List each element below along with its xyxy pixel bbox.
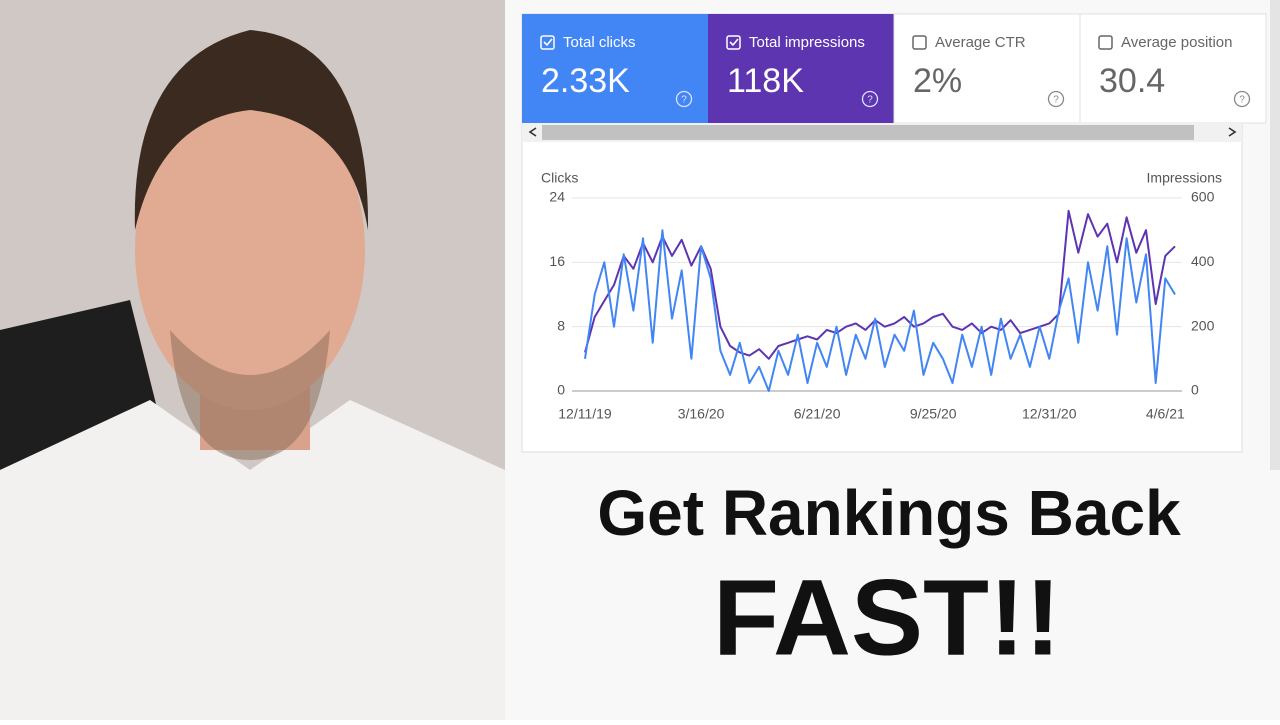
metric-tab[interactable]: Total impressions 118K? bbox=[708, 14, 894, 123]
hair bbox=[134, 30, 369, 230]
scroll-thumb[interactable] bbox=[542, 125, 1194, 140]
checkbox bbox=[726, 35, 741, 50]
help-icon bbox=[1233, 90, 1251, 108]
scroll-right[interactable] bbox=[1228, 127, 1237, 137]
scroll-left[interactable] bbox=[528, 127, 537, 137]
help-mark: ? bbox=[681, 95, 687, 106]
page-scrollbar bbox=[1270, 0, 1280, 470]
help-icon bbox=[675, 90, 693, 108]
tab-label: Total clicks bbox=[563, 34, 636, 51]
help-icon bbox=[861, 90, 879, 108]
metric-tab[interactable]: Average position 30.4? bbox=[1079, 13, 1267, 124]
y2-tick-label: 200 bbox=[1191, 317, 1215, 333]
help-icon bbox=[1047, 90, 1065, 108]
tab-value: 2% bbox=[913, 62, 962, 100]
x-tick-label: 4/6/21 bbox=[1146, 406, 1185, 422]
x-tick-label: 6/21/20 bbox=[794, 406, 841, 422]
check bbox=[543, 38, 553, 47]
tab-bg bbox=[522, 14, 708, 123]
help-mark: ? bbox=[1053, 95, 1059, 106]
tab-bg bbox=[708, 14, 894, 123]
tab-bg bbox=[893, 13, 1081, 124]
beard bbox=[170, 330, 330, 460]
metric-tab[interactable]: Average CTR 2%? bbox=[893, 13, 1081, 124]
help-mark: ? bbox=[867, 95, 873, 106]
shirt bbox=[0, 400, 505, 720]
tab-bg bbox=[1079, 13, 1267, 124]
checkbox bbox=[912, 35, 927, 50]
help-mark: ? bbox=[1239, 95, 1245, 106]
series-line bbox=[584, 229, 1176, 392]
headline-big: FAST!! bbox=[713, 557, 1061, 678]
checkbox bbox=[540, 35, 555, 50]
x-tick-label: 12/11/19 bbox=[558, 406, 612, 422]
check bbox=[729, 38, 739, 47]
x-tick-label: 9/25/20 bbox=[910, 406, 957, 422]
tab-value: 2.33K bbox=[541, 62, 630, 100]
tab-label: Average position bbox=[1121, 34, 1232, 51]
tab-value: 30.4 bbox=[1099, 62, 1165, 100]
x-tick-label: 12/31/20 bbox=[1022, 406, 1077, 422]
y-tick-label: 16 bbox=[549, 253, 565, 269]
checkbox bbox=[1098, 35, 1113, 50]
y2-tick-label: 400 bbox=[1191, 253, 1215, 269]
metric-tab[interactable]: Total clicks 2.33K? bbox=[522, 14, 708, 123]
tab-value: 118K bbox=[727, 62, 804, 100]
tab-label: Average CTR bbox=[935, 34, 1026, 51]
y2-axis-title: Impressions bbox=[1147, 170, 1222, 186]
y2-tick-label: 600 bbox=[1191, 189, 1215, 205]
y-tick-label: 0 bbox=[557, 382, 565, 398]
x-tick-label: 3/16/20 bbox=[678, 406, 725, 422]
y2-tick-label: 0 bbox=[1191, 382, 1199, 398]
face bbox=[135, 90, 365, 410]
y-axis-title: Clicks bbox=[541, 170, 578, 186]
headline: Get Rankings Back bbox=[597, 477, 1181, 549]
y-tick-label: 24 bbox=[549, 189, 565, 205]
tab-label: Total impressions bbox=[749, 34, 865, 51]
series-line bbox=[584, 209, 1176, 360]
y-tick-label: 8 bbox=[557, 317, 565, 333]
